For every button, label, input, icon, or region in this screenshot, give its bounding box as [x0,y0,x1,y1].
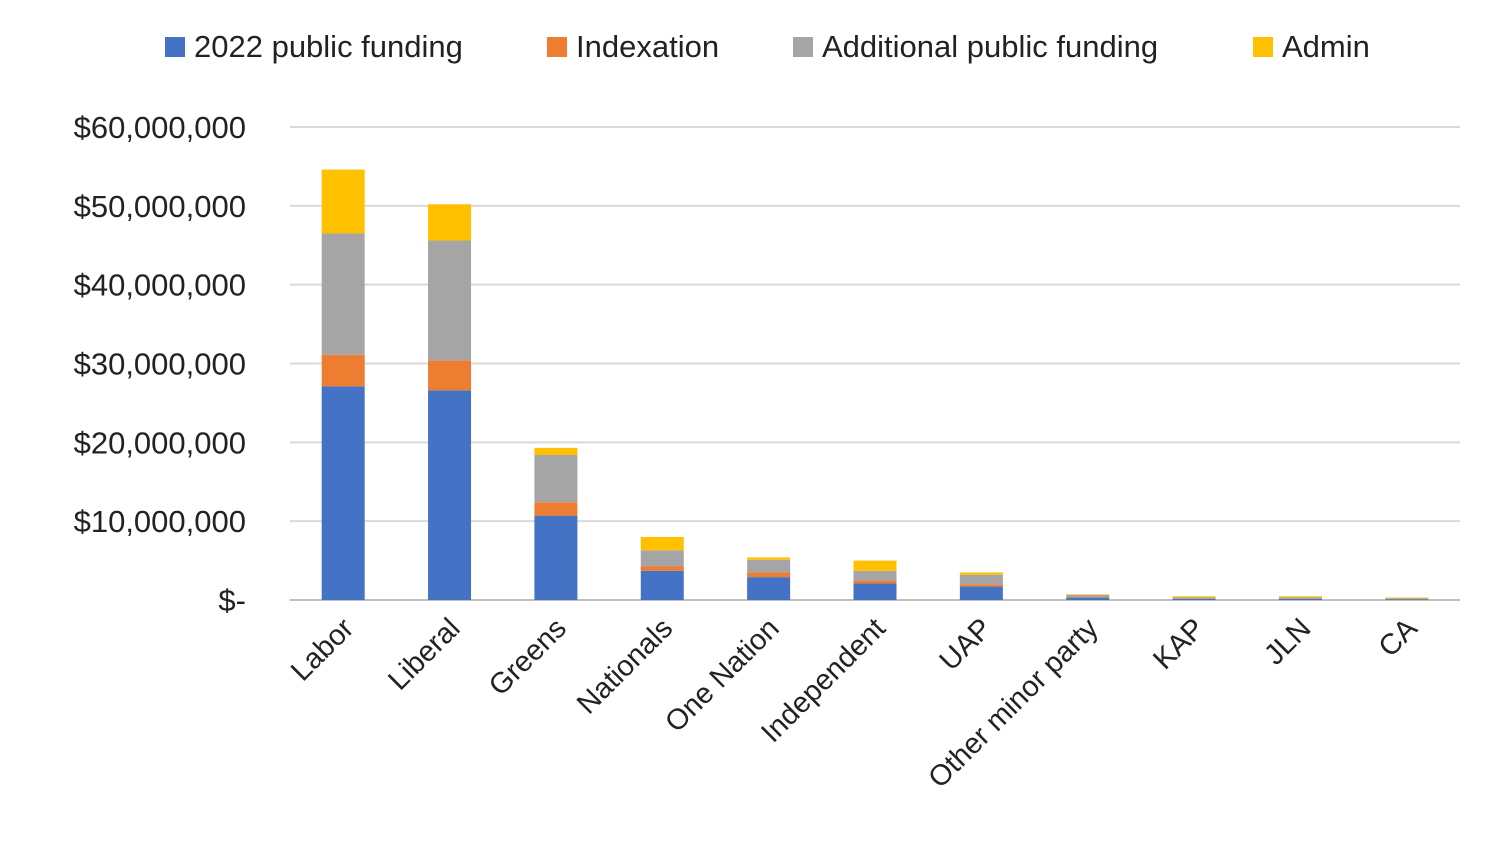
bar-segment [1172,596,1216,598]
bar-segment [747,572,791,578]
bar-segment [428,240,472,361]
bar-segment [1278,598,1322,600]
bar-segment [640,550,684,567]
legend: 2022 public funding Indexation Additional … [165,29,1370,64]
bar-segment [428,360,472,391]
y-tick-label: $60,000,000 [74,110,246,145]
legend-label: Admin [1282,29,1370,64]
gridlines [290,126,1460,601]
y-axis: $- $10,000,000 $20,000,000 $30,000,000 $40,0… [74,110,246,618]
y-tick-label: $- [218,583,246,618]
y-tick-label: $40,000,000 [74,268,246,303]
y-tick-label: $10,000,000 [74,504,246,539]
bar-segment [1172,597,1216,599]
bar-segment [534,515,578,600]
legend-swatch [547,37,567,57]
bar-segment [853,583,897,600]
bar-segment [534,454,578,503]
bar-segment [1278,596,1322,598]
bar-segment [640,536,684,551]
bar-segment [747,577,791,600]
bar-segment [959,574,1003,585]
legend-swatch [793,37,813,57]
bar-segment [428,390,472,600]
x-tick-label: UAP [934,612,999,677]
bar-segment [534,502,578,516]
bar-segment [640,570,684,600]
bar-segment [1066,597,1110,598]
bar-segment [747,557,791,560]
bar-segment [534,447,578,455]
y-tick-label: $30,000,000 [74,347,246,382]
x-tick-label: CA [1373,612,1425,664]
legend-swatch [1253,37,1273,57]
bar-segment [747,559,791,573]
bars [321,169,1429,600]
legend-label: Additional public funding [822,29,1158,64]
x-tick-label: Liberal [382,612,466,696]
y-tick-label: $20,000,000 [74,425,246,460]
bar-segment [1066,594,1110,598]
bar-segment [1066,597,1110,600]
legend-swatch [165,37,185,57]
bar-segment [1385,598,1429,600]
bar-segment [321,233,365,355]
x-tick-label: JLN [1258,612,1317,671]
bar-segment [1066,594,1110,595]
bar-segment [1172,598,1216,600]
bar-segment [428,204,472,241]
bar-segment [1385,597,1429,599]
legend-label: Indexation [576,29,719,64]
x-tick-label: Nationals [571,612,679,720]
bar-segment [959,586,1003,600]
bar-segment [321,386,365,600]
bar-segment [1278,597,1322,599]
bar-segment [321,354,365,387]
bar-segment [853,560,897,571]
bar-segment [959,572,1003,575]
bar-segment [959,584,1003,587]
bar-segment [640,566,684,571]
x-tick-label: Labor [285,612,360,687]
bar-segment [321,169,365,234]
bar-segment [853,580,897,584]
bar-segment [1385,599,1429,600]
x-tick-label: KAP [1147,612,1211,676]
x-tick-label: Greens [483,612,573,702]
y-tick-label: $50,000,000 [74,189,246,224]
legend-label: 2022 public funding [194,29,463,64]
bar-segment [853,570,897,581]
